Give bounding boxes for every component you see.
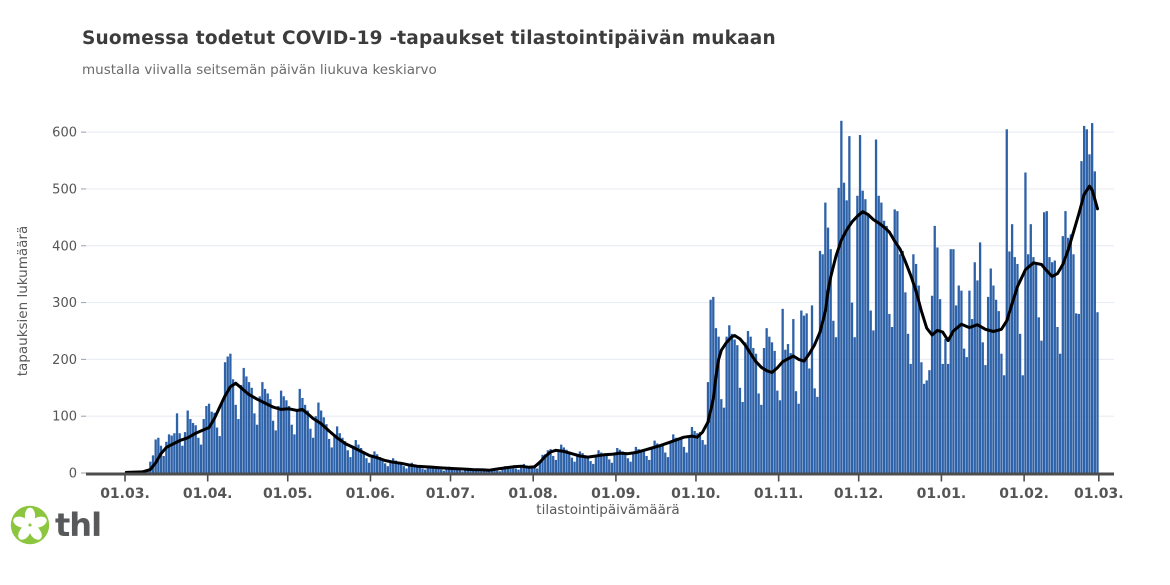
chart-title: Suomessa todetut COVID-19 -tapaukset til… <box>82 28 776 49</box>
x-tick-label: 01.11. <box>754 486 804 502</box>
x-tick-label: 01.01. <box>917 486 967 502</box>
thl-logo: thl <box>10 505 102 545</box>
y-tick-label: 500 <box>52 182 77 197</box>
chart-subtitle: mustalla viivalla seitsemän päivän liuku… <box>82 62 437 78</box>
x-tick-label: 01.06. <box>346 486 396 502</box>
x-tick-label: 01.09. <box>591 486 641 502</box>
moving-average-line <box>124 184 1099 474</box>
x-tick-label: 01.02. <box>999 486 1049 502</box>
thl-flower-icon <box>10 505 50 545</box>
y-tick-label: 400 <box>52 239 77 254</box>
x-axis-title: tilastointipäivämäärä <box>536 502 680 518</box>
x-tick-label: 01.05. <box>263 486 313 502</box>
x-tick-label: 01.03. <box>1074 486 1124 502</box>
x-tick-label: 01.04. <box>183 486 233 502</box>
y-tick-label: 300 <box>52 296 77 311</box>
y-tick-label: 200 <box>52 353 77 368</box>
x-tick-label: 01.07. <box>426 486 476 502</box>
thl-logo-text: thl <box>55 506 102 544</box>
x-tick-label: 01.03. <box>100 486 150 502</box>
daily-cases-bars <box>127 120 1099 474</box>
y-tick-label: 0 <box>69 467 77 482</box>
y-tick-label: 600 <box>52 126 77 141</box>
x-tick-label: 01.10. <box>671 486 721 502</box>
x-tick-label: 01.08. <box>508 486 558 502</box>
y-tick-label: 100 <box>52 410 77 425</box>
x-tick-label: 01.12. <box>834 486 884 502</box>
